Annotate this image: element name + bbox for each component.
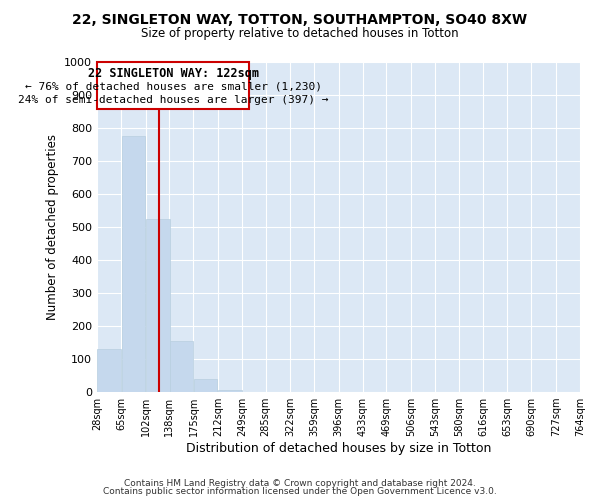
Bar <box>122 136 145 392</box>
Text: Size of property relative to detached houses in Totton: Size of property relative to detached ho… <box>141 28 459 40</box>
Bar <box>170 341 193 392</box>
Text: Contains public sector information licensed under the Open Government Licence v3: Contains public sector information licen… <box>103 487 497 496</box>
Bar <box>194 379 217 392</box>
Text: ← 76% of detached houses are smaller (1,230): ← 76% of detached houses are smaller (1,… <box>25 82 322 92</box>
X-axis label: Distribution of detached houses by size in Totton: Distribution of detached houses by size … <box>186 442 491 455</box>
FancyBboxPatch shape <box>97 62 249 110</box>
Bar <box>146 218 170 392</box>
Text: 24% of semi-detached houses are larger (397) →: 24% of semi-detached houses are larger (… <box>18 94 328 104</box>
Text: 22, SINGLETON WAY, TOTTON, SOUTHAMPTON, SO40 8XW: 22, SINGLETON WAY, TOTTON, SOUTHAMPTON, … <box>73 12 527 26</box>
Bar <box>218 390 242 392</box>
Bar <box>97 349 121 392</box>
Text: Contains HM Land Registry data © Crown copyright and database right 2024.: Contains HM Land Registry data © Crown c… <box>124 478 476 488</box>
Y-axis label: Number of detached properties: Number of detached properties <box>46 134 59 320</box>
Text: 22 SINGLETON WAY: 122sqm: 22 SINGLETON WAY: 122sqm <box>88 66 259 80</box>
